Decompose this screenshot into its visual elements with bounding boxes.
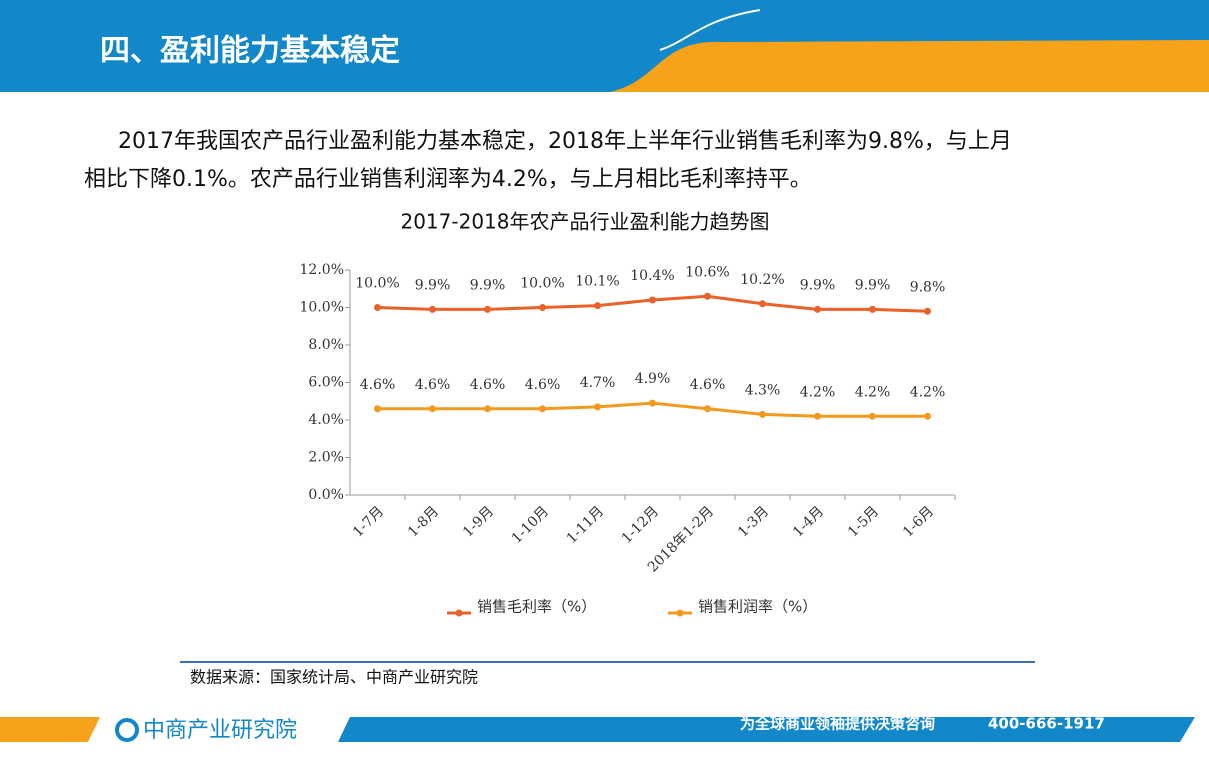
data-label: 9.9% xyxy=(470,277,506,293)
logo-icon xyxy=(115,718,139,742)
point xyxy=(374,304,381,311)
x-tick-label: 1-5月 xyxy=(845,503,882,540)
data-label: 10.2% xyxy=(740,272,784,288)
x-tick-label: 1-9月 xyxy=(460,503,497,540)
data-label: 10.1% xyxy=(575,274,619,290)
y-tick-label: 6.0% xyxy=(308,375,344,391)
y-tick-label: 8.0% xyxy=(308,337,344,353)
slide-title: 四、盈利能力基本稳定 xyxy=(100,34,400,69)
data-label: 9.9% xyxy=(855,277,891,293)
footer-phone: 400-666-1917 xyxy=(988,715,1105,733)
data-label: 10.6% xyxy=(685,264,729,280)
point xyxy=(924,307,931,315)
point xyxy=(649,296,656,304)
data-label: 10.0% xyxy=(355,276,399,292)
point xyxy=(484,405,491,413)
header-swoosh xyxy=(610,40,1209,92)
legend-marker xyxy=(455,609,463,617)
footer-left-band xyxy=(0,717,100,742)
data-label: 4.6% xyxy=(470,377,506,393)
data-label: 4.6% xyxy=(415,377,451,393)
footer-right-band xyxy=(338,717,1195,742)
data-label: 9.9% xyxy=(415,277,451,293)
chart-title: 2017-2018年农产品行业盈利能力趋势图 xyxy=(400,210,769,234)
point xyxy=(759,300,766,308)
x-tick-label: 1-6月 xyxy=(900,503,937,540)
footer-logo: 中商产业研究院 xyxy=(143,718,297,743)
source: 数据来源：国家统计局、中商产业研究院 xyxy=(190,668,478,687)
y-tick-label: 0.0% xyxy=(308,487,344,503)
x-tick-label: 1-8月 xyxy=(405,503,442,540)
point xyxy=(759,410,766,418)
data-label: 4.9% xyxy=(635,371,671,387)
point xyxy=(869,412,876,420)
x-tick-label: 1-3月 xyxy=(735,503,772,540)
data-label: 10.0% xyxy=(520,276,564,292)
point xyxy=(429,305,436,313)
y-tick-label: 4.0% xyxy=(308,412,344,428)
point xyxy=(374,405,381,413)
x-tick-label: 1-12月 xyxy=(619,503,662,546)
paragraph-line: 相比下降0.1%。农产品行业销售利润率为4.2%，与上月相比毛利率持平。 xyxy=(84,167,812,192)
paragraph-line: 2017年我国农产品行业盈利能力基本稳定，2018年上半年行业销售毛利率为9.8… xyxy=(118,129,1012,154)
data-label: 10.4% xyxy=(630,268,674,284)
x-tick-label: 1-11月 xyxy=(564,503,607,546)
x-tick-label: 1-7月 xyxy=(350,503,387,540)
y-tick-label: 12.0% xyxy=(300,262,344,278)
point xyxy=(484,305,491,313)
data-label: 4.6% xyxy=(690,377,726,393)
x-tick-label: 1-10月 xyxy=(509,503,552,546)
point xyxy=(594,403,601,411)
point xyxy=(539,304,546,311)
point xyxy=(704,292,711,300)
data-label: 4.7% xyxy=(580,375,616,391)
point xyxy=(924,412,931,420)
point xyxy=(869,305,876,313)
data-label: 9.9% xyxy=(800,277,836,293)
header-curve xyxy=(659,9,761,51)
point xyxy=(814,412,821,420)
data-label: 9.8% xyxy=(910,279,946,295)
legend-label: 销售毛利率（%） xyxy=(477,598,596,616)
point xyxy=(429,405,436,413)
legend-label: 销售利润率（%） xyxy=(698,598,817,616)
footer-slogan: 为全球商业领袖提供决策咨询 xyxy=(740,715,935,733)
data-label: 4.3% xyxy=(745,382,781,398)
point xyxy=(539,405,546,413)
data-label: 4.2% xyxy=(800,384,836,400)
y-tick-label: 2.0% xyxy=(308,450,344,466)
data-label: 4.6% xyxy=(360,377,396,393)
legend-marker xyxy=(676,609,684,617)
point xyxy=(594,302,601,310)
data-label: 4.2% xyxy=(910,384,946,400)
point xyxy=(649,399,656,407)
y-tick-label: 10.0% xyxy=(300,300,344,316)
data-label: 4.2% xyxy=(855,384,891,400)
point xyxy=(814,305,821,313)
x-tick-label: 1-4月 xyxy=(790,503,827,540)
point xyxy=(704,405,711,413)
data-label: 4.6% xyxy=(525,377,561,393)
